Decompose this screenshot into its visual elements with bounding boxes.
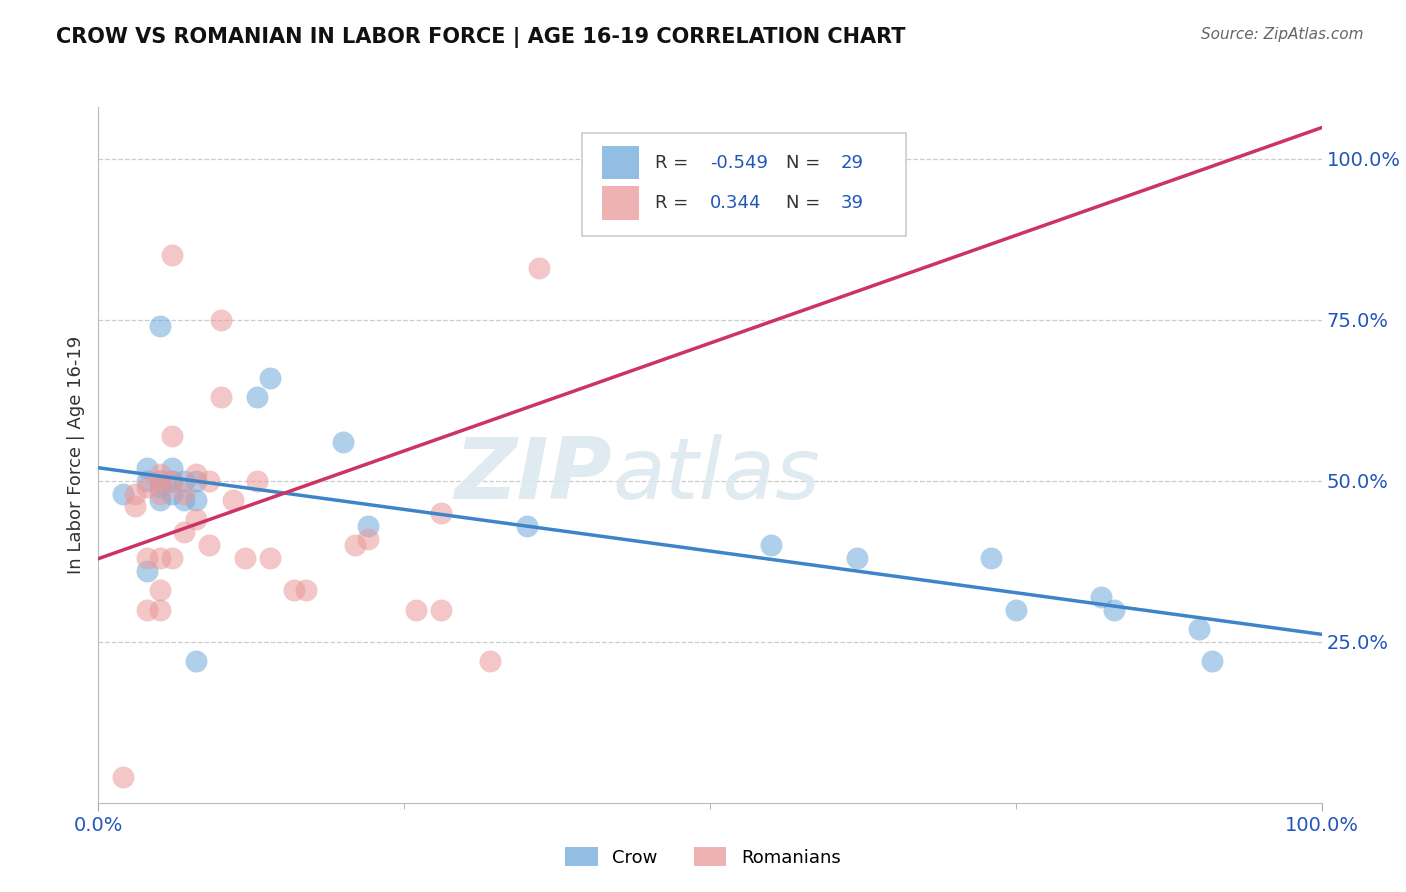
- Point: [233, 551, 256, 566]
- Text: CROW VS ROMANIAN IN LABOR FORCE | AGE 16-19 CORRELATION CHART: CROW VS ROMANIAN IN LABOR FORCE | AGE 16…: [56, 27, 905, 48]
- Text: Source: ZipAtlas.com: Source: ZipAtlas.com: [1201, 27, 1364, 42]
- Point: [845, 551, 868, 566]
- Point: [1201, 654, 1223, 668]
- Text: R =: R =: [655, 194, 695, 212]
- Point: [209, 390, 232, 404]
- Point: [173, 525, 195, 540]
- Point: [149, 486, 172, 500]
- Point: [186, 474, 208, 488]
- Point: [149, 319, 172, 334]
- Point: [149, 474, 172, 488]
- Point: [209, 312, 232, 326]
- Point: [222, 493, 245, 508]
- Point: [136, 564, 159, 578]
- Point: [136, 460, 159, 475]
- Bar: [602, 146, 640, 179]
- Point: [344, 538, 367, 552]
- Point: [160, 248, 183, 262]
- Point: [259, 370, 281, 384]
- Point: [186, 467, 208, 482]
- Point: [1090, 590, 1112, 604]
- Point: [149, 474, 172, 488]
- Text: atlas: atlas: [612, 434, 820, 517]
- Point: [197, 538, 219, 552]
- Legend: Crow, Romanians: Crow, Romanians: [558, 840, 848, 874]
- Point: [246, 390, 269, 404]
- Point: [149, 602, 172, 616]
- Point: [136, 551, 159, 566]
- Point: [160, 474, 183, 488]
- Text: 0.344: 0.344: [710, 194, 762, 212]
- Point: [149, 480, 172, 494]
- Point: [821, 170, 844, 185]
- Point: [173, 474, 195, 488]
- Point: [430, 602, 453, 616]
- Text: 29: 29: [841, 153, 863, 171]
- Point: [761, 538, 783, 552]
- Point: [259, 551, 281, 566]
- Point: [1004, 602, 1026, 616]
- Point: [405, 602, 427, 616]
- Point: [283, 583, 305, 598]
- Bar: [602, 186, 640, 219]
- Point: [173, 493, 195, 508]
- Text: ZIP: ZIP: [454, 434, 612, 517]
- Point: [356, 518, 378, 533]
- Point: [246, 474, 269, 488]
- Point: [149, 493, 172, 508]
- Point: [124, 486, 146, 500]
- Point: [160, 474, 183, 488]
- Point: [478, 654, 501, 668]
- Text: N =: N =: [786, 194, 825, 212]
- Point: [173, 486, 195, 500]
- Point: [711, 170, 734, 185]
- Point: [149, 583, 172, 598]
- Point: [160, 486, 183, 500]
- Point: [197, 474, 219, 488]
- Point: [980, 551, 1002, 566]
- Point: [332, 435, 354, 450]
- Point: [160, 460, 183, 475]
- Point: [1188, 622, 1211, 636]
- Point: [111, 486, 134, 500]
- Point: [136, 602, 159, 616]
- Point: [186, 493, 208, 508]
- FancyBboxPatch shape: [582, 133, 905, 235]
- Point: [356, 532, 378, 546]
- Point: [124, 500, 146, 514]
- Point: [160, 551, 183, 566]
- Y-axis label: In Labor Force | Age 16-19: In Labor Force | Age 16-19: [66, 335, 84, 574]
- Point: [515, 518, 537, 533]
- Point: [111, 770, 134, 784]
- Point: [149, 551, 172, 566]
- Point: [136, 474, 159, 488]
- Text: N =: N =: [786, 153, 825, 171]
- Point: [1102, 602, 1125, 616]
- Text: -0.549: -0.549: [710, 153, 768, 171]
- Point: [149, 467, 172, 482]
- Point: [160, 428, 183, 442]
- Point: [527, 261, 550, 276]
- Point: [136, 480, 159, 494]
- Text: R =: R =: [655, 153, 695, 171]
- Point: [186, 512, 208, 526]
- Point: [186, 654, 208, 668]
- Text: 39: 39: [841, 194, 863, 212]
- Point: [295, 583, 318, 598]
- Point: [430, 506, 453, 520]
